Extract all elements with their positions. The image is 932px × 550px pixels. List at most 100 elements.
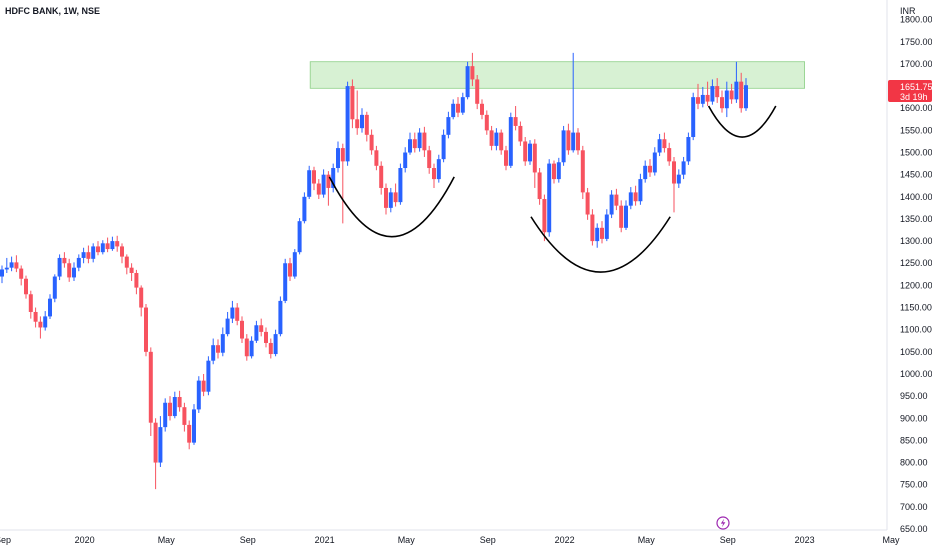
candle-body bbox=[4, 267, 9, 270]
price-axis[interactable]: 650.00 700.00 750.00 800.00 850.00 900.00 950.… bbox=[900, 15, 932, 534]
candle-body bbox=[504, 150, 508, 166]
candle-body bbox=[129, 267, 134, 273]
price-tick-label: 1100.00 bbox=[900, 325, 932, 335]
candle bbox=[48, 294, 52, 320]
candle bbox=[196, 376, 201, 413]
time-tick-label: 2022 bbox=[555, 535, 575, 545]
price-tick-label: 950.00 bbox=[900, 391, 928, 401]
candle-body bbox=[52, 276, 57, 299]
candle-body bbox=[9, 262, 14, 268]
candle-body bbox=[225, 318, 230, 335]
time-axis[interactable]: Sep 2020 May Sep 2021 May Sep 2022 May Sep 2023 May… bbox=[0, 535, 932, 545]
candle bbox=[379, 161, 384, 195]
candle bbox=[91, 243, 96, 263]
candle bbox=[244, 334, 249, 361]
candle bbox=[124, 254, 129, 275]
candle-body bbox=[24, 278, 28, 295]
candle bbox=[297, 218, 302, 255]
candle-body bbox=[158, 427, 163, 463]
candle bbox=[480, 99, 484, 120]
candle bbox=[408, 132, 412, 155]
candle bbox=[504, 145, 508, 171]
candle-body bbox=[0, 269, 4, 277]
candle bbox=[600, 221, 604, 244]
candle bbox=[518, 121, 523, 146]
candle-body bbox=[451, 103, 456, 118]
candle bbox=[513, 106, 518, 131]
chart-title: HDFC BANK, 1W, NSE bbox=[5, 6, 100, 16]
price-tick-label: 1500.00 bbox=[900, 148, 932, 158]
time-tick-label: 2020 bbox=[75, 535, 95, 545]
candle-body bbox=[720, 97, 724, 109]
candle bbox=[302, 192, 307, 224]
candle bbox=[528, 140, 532, 165]
candle-body bbox=[508, 117, 513, 166]
candle bbox=[566, 123, 571, 155]
price-tick-label: 1300.00 bbox=[900, 236, 932, 246]
candle-body bbox=[700, 94, 705, 104]
resistance-zone[interactable] bbox=[309, 61, 806, 89]
candle bbox=[4, 257, 9, 273]
candle-body bbox=[484, 114, 489, 131]
candle bbox=[369, 129, 374, 155]
candle-body bbox=[412, 139, 417, 149]
candle-body bbox=[499, 132, 504, 151]
candle bbox=[206, 356, 211, 396]
candle-body bbox=[633, 192, 638, 202]
candle-body bbox=[96, 246, 100, 253]
candle-body bbox=[715, 86, 720, 98]
candle-body bbox=[739, 81, 744, 109]
candle bbox=[52, 274, 57, 303]
candle bbox=[177, 390, 182, 412]
candle-body bbox=[672, 161, 676, 184]
candle bbox=[652, 147, 657, 176]
candle-body bbox=[537, 172, 542, 200]
candle-body bbox=[460, 97, 465, 113]
time-tick-label: 2023 bbox=[795, 535, 815, 545]
candle-body bbox=[57, 257, 62, 277]
candle-body bbox=[360, 114, 364, 129]
candle bbox=[201, 373, 206, 397]
candle-body bbox=[206, 360, 211, 392]
candle-body bbox=[552, 163, 556, 180]
candle-body bbox=[81, 252, 86, 258]
candle bbox=[556, 157, 561, 183]
candle-body bbox=[326, 174, 331, 188]
candle bbox=[340, 143, 345, 224]
candle bbox=[523, 137, 528, 166]
lightning-icon[interactable] bbox=[716, 516, 730, 530]
candle-body bbox=[667, 148, 672, 162]
candle-body bbox=[638, 179, 643, 202]
candle-body bbox=[465, 66, 470, 98]
candle-body bbox=[643, 165, 648, 180]
candle-body bbox=[211, 345, 216, 361]
candle-body bbox=[494, 132, 499, 146]
candle-body bbox=[168, 402, 172, 417]
candle-body bbox=[110, 241, 115, 250]
candle bbox=[76, 254, 81, 272]
candle bbox=[182, 402, 187, 432]
candle bbox=[648, 159, 652, 177]
pattern-arc[interactable] bbox=[530, 216, 671, 273]
pattern-arc[interactable] bbox=[707, 105, 777, 138]
candle bbox=[384, 183, 388, 215]
candle-body bbox=[518, 125, 523, 142]
candle-body bbox=[691, 97, 696, 138]
candle-body bbox=[244, 338, 249, 357]
candle-body bbox=[724, 90, 729, 109]
candle-body bbox=[561, 130, 566, 163]
candle bbox=[139, 285, 144, 317]
candle bbox=[686, 132, 691, 165]
candle-body bbox=[489, 130, 494, 146]
pattern-arc[interactable] bbox=[328, 176, 455, 238]
candle bbox=[105, 237, 110, 253]
candle bbox=[624, 200, 628, 231]
candle bbox=[225, 311, 230, 337]
candle bbox=[288, 257, 292, 281]
price-tick-label: 1250.00 bbox=[900, 258, 932, 268]
candle bbox=[590, 209, 595, 246]
candle-body bbox=[374, 150, 379, 166]
candle bbox=[744, 78, 748, 111]
candle bbox=[537, 168, 542, 205]
